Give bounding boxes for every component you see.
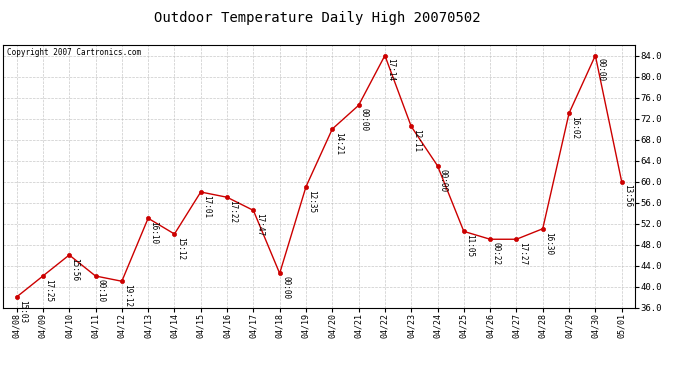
Text: 17:01: 17:01	[202, 195, 211, 218]
Text: 11:05: 11:05	[465, 234, 474, 257]
Text: 16:02: 16:02	[571, 116, 580, 139]
Text: 00:00: 00:00	[360, 108, 369, 131]
Text: 17:47: 17:47	[255, 213, 264, 236]
Text: 13:56: 13:56	[623, 184, 632, 207]
Text: 17:25: 17:25	[44, 279, 53, 302]
Text: 00:00: 00:00	[281, 276, 290, 299]
Text: 14:21: 14:21	[334, 132, 343, 155]
Text: 00:00: 00:00	[439, 168, 448, 192]
Text: 15:03: 15:03	[18, 300, 27, 323]
Text: 16:10: 16:10	[150, 221, 159, 244]
Text: 16:30: 16:30	[544, 231, 553, 255]
Text: 12:35: 12:35	[307, 189, 316, 213]
Text: 17:22: 17:22	[228, 200, 237, 223]
Text: 15:12: 15:12	[176, 237, 185, 260]
Text: 00:22: 00:22	[491, 242, 500, 265]
Text: 00:00: 00:00	[597, 58, 606, 81]
Text: 12:11: 12:11	[413, 129, 422, 152]
Text: 19:12: 19:12	[124, 284, 132, 307]
Text: 17:14: 17:14	[386, 58, 395, 81]
Text: Outdoor Temperature Daily High 20070502: Outdoor Temperature Daily High 20070502	[154, 11, 481, 25]
Text: 17:27: 17:27	[518, 242, 526, 265]
Text: 15:56: 15:56	[70, 258, 79, 281]
Text: Copyright 2007 Cartronics.com: Copyright 2007 Cartronics.com	[7, 48, 141, 57]
Text: 00:10: 00:10	[97, 279, 106, 302]
